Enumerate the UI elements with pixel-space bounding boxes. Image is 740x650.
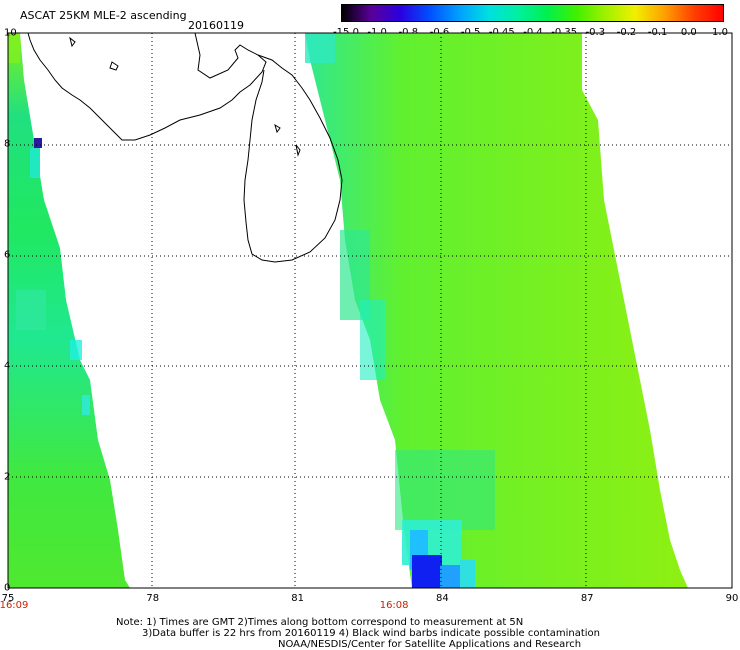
x-tick-label: 81 xyxy=(291,593,304,604)
time-label: 16:09 xyxy=(0,600,29,611)
note-line-1: Note: 1) Times are GMT 2)Times along bot… xyxy=(116,617,524,628)
y-tick-label: 10 xyxy=(4,27,17,39)
x-tick-label: 90 xyxy=(725,593,739,604)
y-tick-label: 2 xyxy=(4,471,11,483)
x-tick-label: 87 xyxy=(580,593,594,604)
product-date: 20160119 xyxy=(188,19,244,32)
x-tick-label: 78 xyxy=(146,593,160,604)
product-title: ASCAT 25KM MLE-2 ascending xyxy=(20,9,187,22)
note-line-2: 3)Data buffer is 22 hrs from 20160119 4)… xyxy=(142,628,600,639)
y-tick-label: 6 xyxy=(4,249,11,261)
time-label: 16:08 xyxy=(379,600,409,611)
note-line-3: NOAA/NESDIS/Center for Satellite Applica… xyxy=(278,639,582,650)
x-tick-label: 75 xyxy=(1,593,15,604)
coastline xyxy=(27,32,343,263)
colorbar xyxy=(341,4,724,22)
right-swath xyxy=(305,33,688,588)
y-tick-label: 4 xyxy=(4,360,11,372)
plot-frame xyxy=(7,32,733,589)
left-swath xyxy=(8,33,130,588)
grid-lines xyxy=(8,33,732,588)
y-tick-label: 0 xyxy=(4,582,11,594)
x-tick-label: 84 xyxy=(436,593,449,604)
y-tick-label: 8 xyxy=(4,138,11,150)
